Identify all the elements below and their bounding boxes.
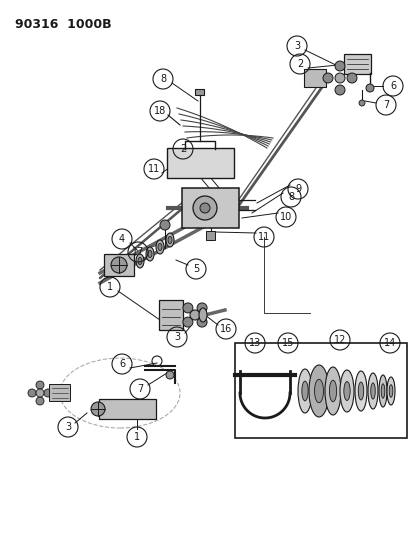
Text: 4: 4 <box>119 234 125 244</box>
Ellipse shape <box>378 375 386 407</box>
Circle shape <box>334 85 344 95</box>
FancyBboxPatch shape <box>166 148 233 178</box>
Circle shape <box>91 402 105 416</box>
FancyBboxPatch shape <box>195 88 204 94</box>
Circle shape <box>199 203 209 213</box>
Circle shape <box>322 73 332 83</box>
Circle shape <box>44 389 52 397</box>
Ellipse shape <box>136 254 144 268</box>
Ellipse shape <box>308 365 328 417</box>
Text: 3: 3 <box>65 422 71 432</box>
Circle shape <box>159 220 170 230</box>
Text: 7: 7 <box>382 100 388 110</box>
Text: 17: 17 <box>131 247 144 257</box>
Text: 6: 6 <box>389 81 395 91</box>
Text: 11: 11 <box>257 232 269 242</box>
Text: 16: 16 <box>219 324 232 334</box>
FancyBboxPatch shape <box>104 254 134 276</box>
Text: 7: 7 <box>137 384 143 394</box>
Text: 1: 1 <box>134 432 140 442</box>
Text: 14: 14 <box>383 338 395 348</box>
Circle shape <box>365 84 373 92</box>
Text: 10: 10 <box>279 212 292 222</box>
Ellipse shape <box>329 380 336 402</box>
Ellipse shape <box>138 257 142 264</box>
FancyBboxPatch shape <box>343 54 370 74</box>
Circle shape <box>166 371 173 379</box>
FancyBboxPatch shape <box>159 300 183 330</box>
Text: 90316  1000B: 90316 1000B <box>15 18 112 31</box>
Ellipse shape <box>339 370 353 412</box>
Ellipse shape <box>388 385 392 397</box>
Ellipse shape <box>343 382 349 400</box>
Circle shape <box>36 389 44 397</box>
Circle shape <box>192 196 216 220</box>
FancyBboxPatch shape <box>303 69 325 87</box>
FancyBboxPatch shape <box>50 384 70 401</box>
Text: 2: 2 <box>296 59 302 69</box>
Text: 12: 12 <box>333 335 345 345</box>
Ellipse shape <box>357 382 363 400</box>
Ellipse shape <box>199 308 206 322</box>
Ellipse shape <box>166 233 173 247</box>
Ellipse shape <box>380 384 384 398</box>
Ellipse shape <box>146 247 154 261</box>
Ellipse shape <box>297 369 311 413</box>
Circle shape <box>190 310 199 320</box>
Bar <box>235 343 406 438</box>
Text: 1: 1 <box>107 282 113 292</box>
Ellipse shape <box>314 379 323 403</box>
Text: 6: 6 <box>119 359 125 369</box>
Text: 2: 2 <box>179 144 186 154</box>
Ellipse shape <box>354 371 366 411</box>
FancyBboxPatch shape <box>182 188 238 228</box>
Circle shape <box>334 61 344 71</box>
Circle shape <box>197 303 206 313</box>
Text: 15: 15 <box>281 338 294 348</box>
Ellipse shape <box>158 244 161 251</box>
Ellipse shape <box>367 373 377 409</box>
Circle shape <box>36 397 44 405</box>
Ellipse shape <box>370 383 374 399</box>
Text: 5: 5 <box>192 264 199 274</box>
FancyBboxPatch shape <box>206 230 215 239</box>
Text: 18: 18 <box>154 106 166 116</box>
Circle shape <box>346 73 356 83</box>
Ellipse shape <box>168 237 171 244</box>
Circle shape <box>358 100 364 106</box>
Circle shape <box>28 389 36 397</box>
Text: 8: 8 <box>287 192 293 202</box>
Circle shape <box>183 303 192 313</box>
Ellipse shape <box>156 240 164 254</box>
Text: 13: 13 <box>248 338 261 348</box>
FancyBboxPatch shape <box>99 399 156 419</box>
Text: 3: 3 <box>173 332 180 342</box>
Circle shape <box>334 73 344 83</box>
Circle shape <box>197 317 206 327</box>
Text: 8: 8 <box>159 74 166 84</box>
Text: 11: 11 <box>147 164 160 174</box>
Ellipse shape <box>301 381 307 401</box>
Circle shape <box>183 317 192 327</box>
Ellipse shape <box>147 251 152 257</box>
Circle shape <box>36 381 44 389</box>
Ellipse shape <box>386 377 394 405</box>
Ellipse shape <box>324 367 340 415</box>
Circle shape <box>111 257 127 273</box>
Text: 3: 3 <box>293 41 299 51</box>
Text: 9: 9 <box>294 184 300 194</box>
